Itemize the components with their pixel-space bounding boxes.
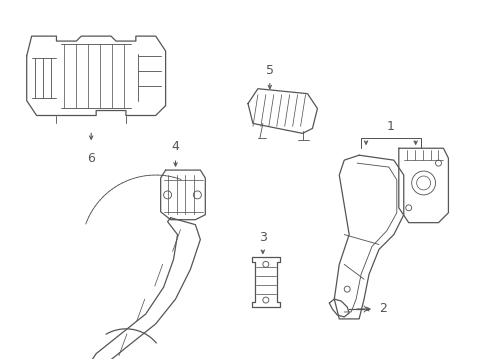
Text: 5: 5 <box>266 64 274 77</box>
Text: 3: 3 <box>259 230 267 243</box>
Text: 2: 2 <box>379 302 387 315</box>
Text: 4: 4 <box>172 140 179 153</box>
Text: 6: 6 <box>87 152 95 165</box>
Text: 1: 1 <box>387 120 395 133</box>
